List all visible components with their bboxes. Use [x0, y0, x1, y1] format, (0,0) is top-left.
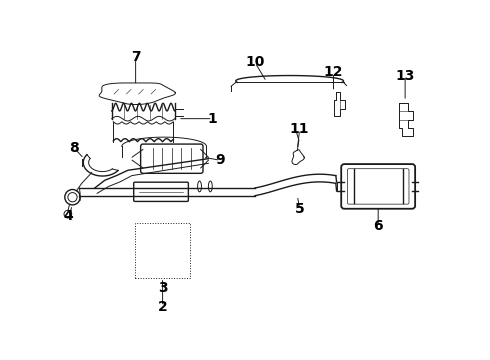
Text: 11: 11 — [290, 122, 309, 136]
Text: 9: 9 — [216, 153, 225, 167]
Bar — [135, 222, 190, 278]
Text: 3: 3 — [158, 281, 168, 295]
Text: 2: 2 — [158, 300, 168, 314]
Text: 7: 7 — [131, 50, 141, 64]
Text: 4: 4 — [64, 210, 74, 224]
Text: 13: 13 — [395, 68, 415, 82]
Text: 12: 12 — [324, 66, 343, 80]
Text: 8: 8 — [69, 141, 79, 155]
Text: 6: 6 — [373, 220, 383, 233]
Text: 10: 10 — [245, 55, 265, 69]
Text: 5: 5 — [295, 202, 304, 216]
Text: 1: 1 — [208, 112, 218, 126]
